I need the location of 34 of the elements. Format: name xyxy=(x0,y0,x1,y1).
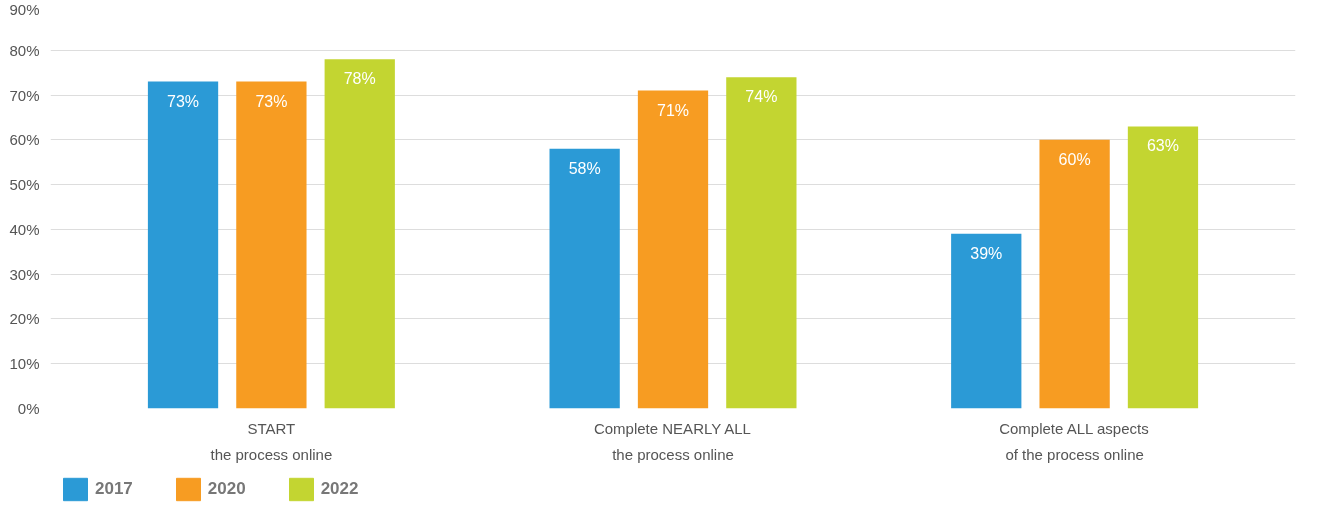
y-tick-label: 30% xyxy=(9,265,40,283)
text: 74% xyxy=(745,88,778,106)
y-tick-label: 60% xyxy=(9,131,40,149)
text: 73% xyxy=(167,92,200,110)
legend-label: 2017 xyxy=(95,479,133,499)
bar xyxy=(147,81,219,409)
text: 60% xyxy=(1058,150,1091,168)
bar xyxy=(637,90,709,409)
text: 71% xyxy=(656,101,690,119)
bar xyxy=(549,148,620,409)
bar xyxy=(1127,126,1199,409)
y-tick-label: 50% xyxy=(9,176,40,194)
y-tick-label: 20% xyxy=(9,310,40,328)
y-tick-label: 40% xyxy=(9,220,40,238)
text: 58% xyxy=(568,159,601,177)
bar xyxy=(236,81,307,409)
category-label: Complete ALL aspects of the process online xyxy=(999,419,1149,463)
y-tick-label: 90% xyxy=(9,0,40,18)
category-label: Complete NEARLY ALL the process online xyxy=(593,419,751,463)
bar xyxy=(726,77,797,409)
legend-label: 2020 xyxy=(207,479,246,499)
text: 78% xyxy=(343,70,376,88)
bar xyxy=(951,233,1022,409)
bar xyxy=(1039,139,1110,409)
bar xyxy=(324,59,395,409)
category-label: START the process online xyxy=(210,419,333,463)
text: 63% xyxy=(1146,137,1179,155)
text: 39% xyxy=(970,244,1003,262)
y-tick-label: 10% xyxy=(9,355,40,373)
legend-label: 2022 xyxy=(320,479,359,499)
y-tick-label: 70% xyxy=(9,86,40,104)
y-tick-label: 80% xyxy=(9,41,40,59)
y-tick-label: 0% xyxy=(17,400,40,417)
text: 73% xyxy=(255,92,288,110)
